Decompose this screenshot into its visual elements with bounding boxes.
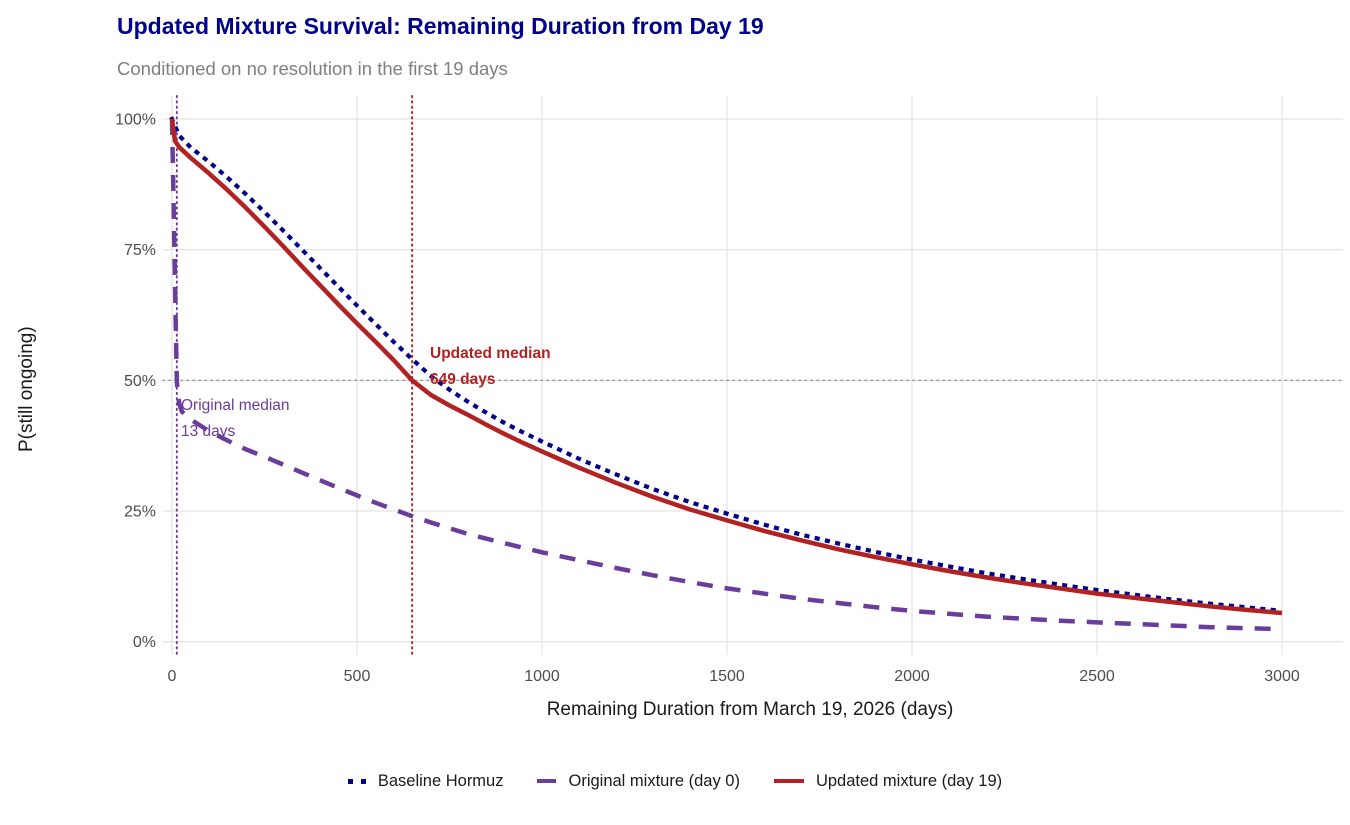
legend-label-original: Original mixture (day 0) [568, 771, 740, 790]
x-tick-label-500: 500 [344, 668, 371, 685]
annotation-updated-median-line2: 649 days [430, 371, 496, 388]
legend-key-dashed-icon [537, 778, 557, 784]
legend-key-dotted-icon [347, 778, 366, 784]
x-tick-label-0: 0 [168, 668, 177, 685]
annotation-original-median: Original median 13 days [181, 393, 290, 445]
x-axis-title: Remaining Duration from March 19, 2026 (… [546, 699, 954, 720]
legend-dot [360, 778, 366, 784]
y-tick-label-50: 50% [124, 373, 156, 390]
y-axis-title: P(still ongoing) [16, 326, 37, 452]
x-tick-label-2000: 2000 [894, 668, 930, 685]
y-tick-label-100: 100% [115, 112, 156, 129]
y-tick-label-75: 75% [124, 242, 156, 259]
y-tick-label-0: 0% [133, 634, 156, 651]
series-lines [169, 116, 1285, 632]
legend: Baseline Hormuz Original mixture (day 0) U… [0, 764, 1350, 798]
annotation-updated-median: Updated median 649 days [430, 341, 551, 393]
median-lines [175, 95, 414, 656]
legend-item-baseline: Baseline Hormuz [347, 771, 504, 791]
axis-tick-labels: 0 500 1000 1500 2000 2500 3000 0% 25% 50% 75% 100% [115, 112, 1300, 685]
legend-label-updated: Updated mixture (day 19) [815, 771, 1003, 790]
series-original-line [169, 118, 1283, 632]
gridlines [163, 96, 1343, 655]
legend-dot [347, 778, 353, 784]
annotation-updated-median-line1: Updated median [430, 345, 551, 362]
legend-dashed-swatch [537, 778, 557, 784]
legend-label-baseline: Baseline Hormuz [377, 771, 504, 790]
legend-item-updated: Updated mixture (day 19) [773, 771, 1003, 791]
annotation-original-median-line2: 13 days [181, 423, 236, 440]
series-baseline-line [169, 116, 1285, 614]
x-tick-label-3000: 3000 [1264, 668, 1300, 685]
chart-title: Updated Mixture Survival: Remaining Dura… [117, 13, 764, 39]
y-tick-label-25: 25% [124, 504, 156, 521]
series-updated-line [169, 118, 1283, 616]
x-tick-label-1000: 1000 [524, 668, 560, 685]
chart-subtitle: Conditioned on no resolution in the firs… [117, 58, 508, 79]
legend-solid-swatch [773, 778, 804, 784]
annotation-original-median-line1: Original median [181, 397, 290, 414]
legend-key-solid-icon [773, 778, 804, 784]
x-tick-label-1500: 1500 [709, 668, 745, 685]
x-tick-label-2500: 2500 [1079, 668, 1115, 685]
legend-item-original: Original mixture (day 0) [537, 771, 740, 791]
